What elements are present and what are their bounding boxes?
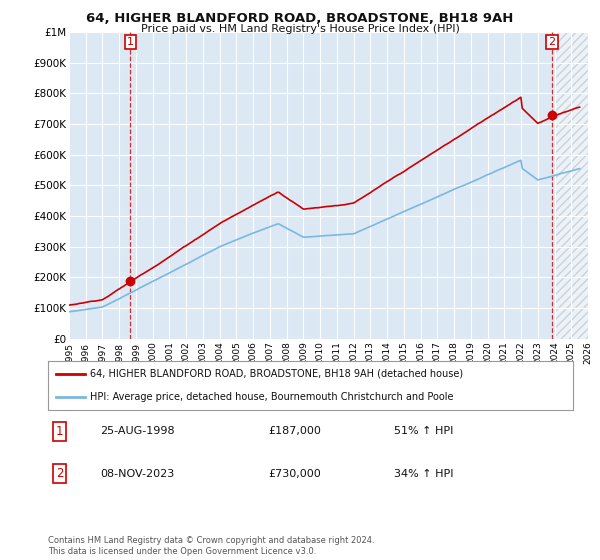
Bar xyxy=(554,32,588,339)
Text: 2: 2 xyxy=(548,36,556,46)
Text: 51% ↑ HPI: 51% ↑ HPI xyxy=(395,426,454,436)
Text: Price paid vs. HM Land Registry's House Price Index (HPI): Price paid vs. HM Land Registry's House … xyxy=(140,24,460,34)
Text: 25-AUG-1998: 25-AUG-1998 xyxy=(101,426,175,436)
Text: £730,000: £730,000 xyxy=(269,469,321,479)
Text: Contains HM Land Registry data © Crown copyright and database right 2024.
This d: Contains HM Land Registry data © Crown c… xyxy=(48,536,374,556)
Text: 34% ↑ HPI: 34% ↑ HPI xyxy=(395,469,454,479)
Text: HPI: Average price, detached house, Bournemouth Christchurch and Poole: HPI: Average price, detached house, Bour… xyxy=(90,391,454,402)
Text: 08-NOV-2023: 08-NOV-2023 xyxy=(101,469,175,479)
Text: 1: 1 xyxy=(127,36,134,46)
Text: 64, HIGHER BLANDFORD ROAD, BROADSTONE, BH18 9AH: 64, HIGHER BLANDFORD ROAD, BROADSTONE, B… xyxy=(86,12,514,25)
Text: 64, HIGHER BLANDFORD ROAD, BROADSTONE, BH18 9AH (detached house): 64, HIGHER BLANDFORD ROAD, BROADSTONE, B… xyxy=(90,369,463,379)
Text: £187,000: £187,000 xyxy=(269,426,322,436)
Text: 1: 1 xyxy=(56,424,64,438)
Text: 2: 2 xyxy=(56,467,64,480)
